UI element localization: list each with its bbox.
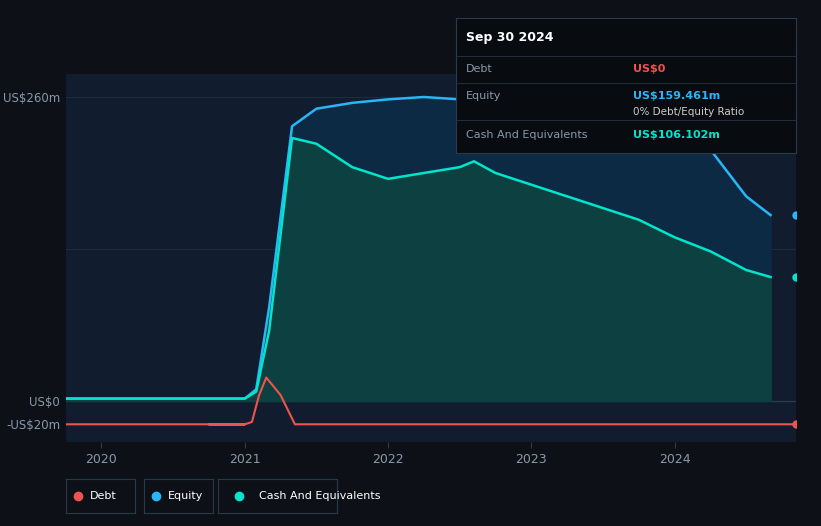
Text: Cash And Equivalents: Cash And Equivalents — [466, 130, 587, 140]
Text: Equity: Equity — [168, 491, 204, 501]
Text: US$0: US$0 — [633, 64, 665, 74]
Text: Debt: Debt — [90, 491, 117, 501]
Text: Equity: Equity — [466, 91, 502, 101]
Text: US$106.102m: US$106.102m — [633, 130, 720, 140]
Text: Sep 30 2024: Sep 30 2024 — [466, 31, 553, 44]
Text: US$159.461m: US$159.461m — [633, 91, 720, 101]
Text: 0% Debt/Equity Ratio: 0% Debt/Equity Ratio — [633, 107, 744, 117]
Text: Debt: Debt — [466, 64, 493, 74]
Text: Cash And Equivalents: Cash And Equivalents — [259, 491, 381, 501]
